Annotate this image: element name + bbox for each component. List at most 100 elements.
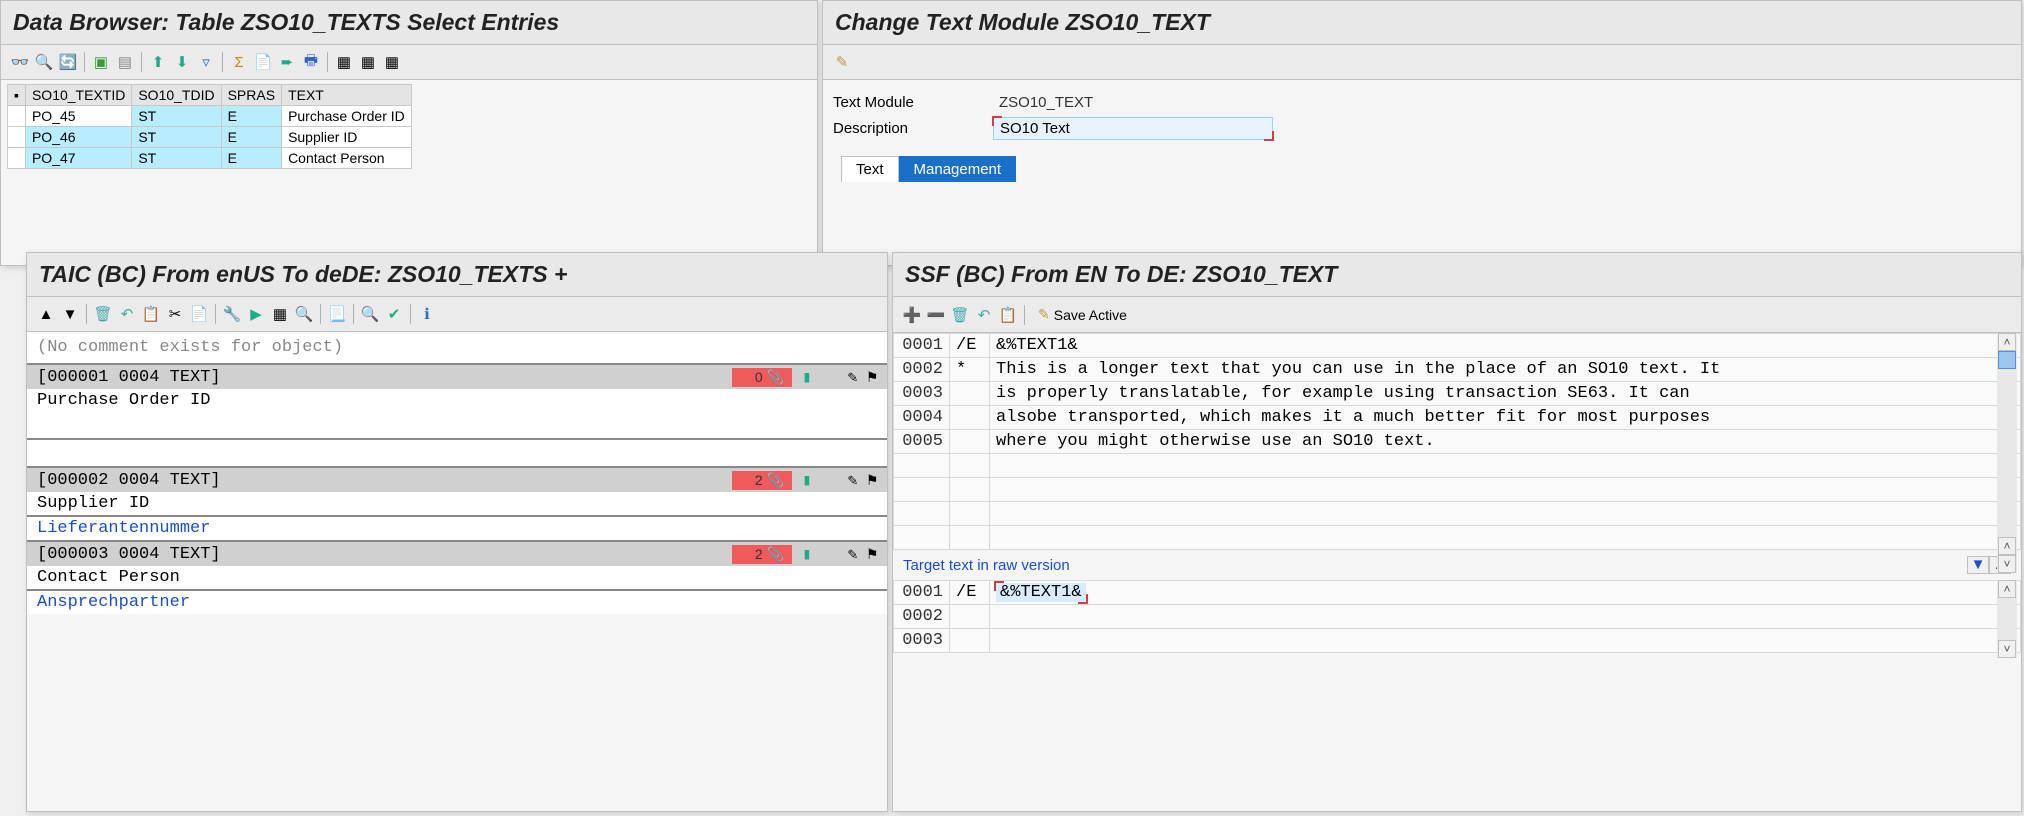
flag-icon[interactable]: ⚑	[867, 544, 877, 564]
target-text[interactable]: Lieferantennummer	[27, 517, 887, 540]
target-editor-grid[interactable]: 0001 /E &%TEXT1& 0002 0003	[893, 580, 2021, 653]
glasses-pencil-icon[interactable]: ✎	[831, 51, 853, 73]
scroll-up-icon[interactable]: ˄	[1998, 580, 2016, 598]
target-text-input[interactable]: &%TEXT1&	[996, 583, 1086, 602]
sum-icon[interactable]: Σ	[228, 51, 250, 73]
paste-icon[interactable]: 📄	[188, 303, 210, 325]
editor-row[interactable]: 0005 where you might otherwise use an SO…	[894, 430, 2021, 454]
doc-icon[interactable]: 📃	[326, 303, 348, 325]
editor-row[interactable]: 0002	[894, 605, 2021, 629]
table-header-row: ▪ SO10_TEXTID SO10_TDID SPRAS TEXT	[8, 85, 412, 106]
copy-icon[interactable]: 📋	[140, 303, 162, 325]
table-row[interactable]: PO_45 ST E Purchase Order ID	[8, 106, 412, 127]
scroll-thumb[interactable]	[1998, 351, 2016, 369]
chevron-down-icon[interactable]: ▼	[1967, 556, 1989, 574]
editor-row[interactable]: 0001 /E &%TEXT1&	[894, 581, 2021, 605]
tool1-icon[interactable]: 🔧	[221, 303, 243, 325]
sheet-icon[interactable]: 📄	[252, 51, 274, 73]
save-active-button[interactable]: ✎ Save Active	[1030, 303, 1135, 326]
status-badge[interactable]: 2📎	[732, 545, 792, 564]
row-del-icon[interactable]: ➖	[925, 304, 947, 326]
target-input[interactable]	[27, 412, 887, 438]
flag-icon[interactable]: ⚑	[867, 470, 877, 490]
editor-row[interactable]: 0001 /E &%TEXT1&	[894, 334, 2021, 358]
undo-icon[interactable]: ↶	[116, 303, 138, 325]
glasses-icon[interactable]: 👓	[9, 51, 31, 73]
col-tdid[interactable]: SO10_TDID	[132, 85, 221, 106]
edit-icon[interactable]: ✎	[848, 544, 858, 564]
editor-row[interactable]	[894, 478, 2021, 502]
check-grey-icon[interactable]: ▤	[114, 51, 136, 73]
editor-row[interactable]: 0002 * This is a longer text that you ca…	[894, 358, 2021, 382]
editor-row[interactable]: 0004 alsobe transported, which makes it …	[894, 406, 2021, 430]
col-textid[interactable]: SO10_TEXTID	[25, 85, 131, 106]
description-input[interactable]: SO10 Text	[993, 117, 1273, 140]
info-icon[interactable]: ℹ	[416, 303, 438, 325]
translation-block: [000001 0004 TEXT] 0📎 ▮ ✎ ⚑ Purchase Ord…	[27, 363, 887, 440]
sort-desc-icon[interactable]: ⬇	[171, 51, 193, 73]
flag-icon[interactable]: ⚑	[867, 367, 877, 387]
change-module-toolbar: ✎	[823, 45, 2021, 80]
scrollbar[interactable]: ˄ ˅	[1997, 580, 2017, 658]
refresh-icon[interactable]: 🔄	[57, 51, 79, 73]
ssf-toolbar: ➕ ➖ 🗑 ↶ 📋 ✎ Save Active	[893, 297, 2021, 333]
row-add-icon[interactable]: ➕	[901, 304, 923, 326]
source-text: Supplier ID	[27, 492, 887, 515]
triangle-down-icon[interactable]: ▼	[59, 303, 81, 325]
grid-plus-icon[interactable]: ▦	[381, 51, 403, 73]
editor-row[interactable]	[894, 454, 2021, 478]
scroll-up2-icon[interactable]: ˄	[1998, 537, 2016, 555]
grid-icon[interactable]: ▦	[333, 51, 355, 73]
scroll-down-icon[interactable]: ˅	[1998, 555, 2016, 573]
sort-asc-icon[interactable]: ⬆	[147, 51, 169, 73]
source-text: Purchase Order ID	[27, 389, 887, 412]
editor-row[interactable]: 0003	[894, 629, 2021, 653]
col-text[interactable]: TEXT	[282, 85, 412, 106]
flag-green-icon[interactable]: ▮	[802, 367, 812, 387]
target-text[interactable]: Ansprechpartner	[27, 591, 887, 614]
text-module-field: Text Module ZSO10_TEXT	[823, 90, 2021, 115]
table-row[interactable]: PO_46 ST E Supplier ID	[8, 127, 412, 148]
gear-find-icon[interactable]: 🔍	[359, 303, 381, 325]
gear-icon[interactable]: ✔	[383, 303, 405, 325]
col-spras[interactable]: SPRAS	[221, 85, 281, 106]
find-icon[interactable]: 🔍	[33, 51, 55, 73]
editor-row[interactable]: 0003 is properly translatable, for examp…	[894, 382, 2021, 406]
scroll-down-icon[interactable]: ˅	[1998, 640, 2016, 658]
edit-icon[interactable]: ✎	[848, 367, 858, 387]
cut-icon[interactable]: ✂	[164, 303, 186, 325]
trash-icon[interactable]: 🗑	[949, 304, 971, 326]
trash-icon[interactable]: 🗑	[92, 303, 114, 325]
text-module-value: ZSO10_TEXT	[993, 92, 1253, 113]
filter-icon[interactable]: ▿	[195, 51, 217, 73]
block-key: [000002 0004 TEXT]	[37, 471, 221, 490]
tool3-icon[interactable]: ▦	[269, 303, 291, 325]
editor-row[interactable]	[894, 526, 2021, 550]
undo-icon[interactable]: ↶	[973, 304, 995, 326]
data-browser-title: Data Browser: Table ZSO10_TEXTS Select E…	[1, 1, 817, 45]
target-text-label: Target text in raw version ▼ ▲	[893, 550, 2021, 580]
status-badge[interactable]: 2📎	[732, 471, 792, 490]
check-green-icon[interactable]: ▣	[90, 51, 112, 73]
tab-management[interactable]: Management	[899, 156, 1017, 182]
tool4-icon[interactable]: 🔍	[293, 303, 315, 325]
grid-x-icon[interactable]: ▦	[357, 51, 379, 73]
scrollbar[interactable]: ˄ ˄ ˅	[1997, 333, 2017, 573]
copy-icon[interactable]: 📋	[997, 304, 1019, 326]
editor-grid[interactable]: 0001 /E &%TEXT1& 0002 * This is a longer…	[893, 333, 2021, 550]
scroll-up-icon[interactable]: ˄	[1998, 333, 2016, 351]
edit-icon[interactable]: ✎	[848, 470, 858, 490]
table-row[interactable]: PO_47 ST E Contact Person	[8, 148, 412, 169]
ssf-panel: SSF (BC) From EN To DE: ZSO10_TEXT ➕ ➖ 🗑…	[892, 252, 2022, 812]
tool2-icon[interactable]: ▶	[245, 303, 267, 325]
tab-text[interactable]: Text	[841, 156, 899, 182]
flag-green-icon[interactable]: ▮	[802, 544, 812, 564]
status-badge[interactable]: 0📎	[732, 368, 792, 387]
print-icon[interactable]: 🖶	[300, 51, 322, 73]
editor-row[interactable]	[894, 502, 2021, 526]
triangle-up-icon[interactable]: ▲	[35, 303, 57, 325]
texts-table[interactable]: ▪ SO10_TEXTID SO10_TDID SPRAS TEXT PO_45…	[7, 84, 412, 169]
export-icon[interactable]: ➨	[276, 51, 298, 73]
block-key: [000001 0004 TEXT]	[37, 368, 221, 387]
flag-green-icon[interactable]: ▮	[802, 470, 812, 490]
